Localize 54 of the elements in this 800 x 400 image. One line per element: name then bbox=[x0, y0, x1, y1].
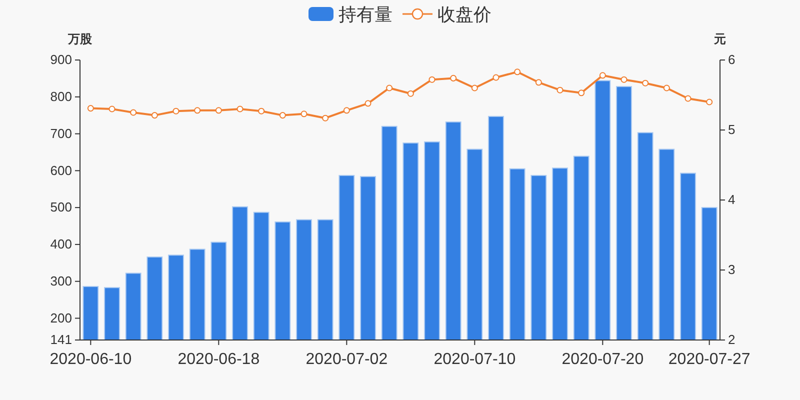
y2-tick-label: 3 bbox=[728, 262, 736, 278]
point bbox=[300, 110, 308, 118]
y-axis-title: 万股 bbox=[67, 32, 93, 46]
point bbox=[108, 106, 116, 112]
y-tick-label: 700 bbox=[50, 126, 72, 141]
point bbox=[386, 84, 393, 92]
point bbox=[364, 100, 372, 107]
point bbox=[428, 76, 436, 83]
point bbox=[236, 106, 244, 112]
y2-axis-title: 元 bbox=[713, 32, 726, 46]
y-tick-label: 400 bbox=[50, 236, 72, 252]
point bbox=[407, 90, 414, 97]
point bbox=[279, 112, 286, 119]
x-tick-label: 2020-06-18 bbox=[178, 351, 260, 368]
y2-tick-label: 6 bbox=[728, 52, 736, 68]
y2-tick-label: 4 bbox=[728, 192, 736, 208]
y-tick-label: 800 bbox=[50, 89, 72, 104]
point bbox=[620, 76, 628, 83]
point bbox=[215, 107, 222, 114]
point bbox=[599, 72, 606, 79]
y-tick-label: 900 bbox=[50, 52, 72, 68]
point bbox=[535, 79, 542, 86]
y-tick-label: 141 bbox=[50, 332, 72, 348]
point bbox=[471, 84, 478, 92]
point bbox=[172, 108, 180, 114]
point bbox=[343, 107, 350, 114]
point bbox=[663, 84, 670, 92]
point bbox=[130, 109, 137, 116]
point bbox=[450, 74, 457, 82]
legend-label: 持有量 bbox=[338, 4, 392, 26]
y-tick-label: 200 bbox=[50, 310, 72, 326]
point bbox=[556, 86, 564, 94]
point bbox=[684, 95, 692, 102]
x-tick-label: 2020-07-02 bbox=[306, 351, 388, 368]
y2-tick-label: 2 bbox=[728, 332, 736, 348]
point bbox=[322, 114, 329, 122]
point bbox=[642, 80, 649, 86]
y2-tick-label: 5 bbox=[728, 122, 736, 138]
y-tick-label: 300 bbox=[50, 274, 72, 289]
point bbox=[578, 90, 585, 96]
legend-label: 收盘价 bbox=[438, 4, 492, 26]
point bbox=[492, 74, 500, 81]
x-tick-label: 2020-07-20 bbox=[562, 351, 644, 368]
x-tick-label: 2020-07-10 bbox=[434, 351, 516, 368]
x-tick-label: 2020-07-27 bbox=[668, 351, 750, 368]
x-tick-label: 2020-06-10 bbox=[50, 351, 132, 368]
point bbox=[87, 105, 94, 112]
point bbox=[514, 68, 521, 76]
y-tick-label: 500 bbox=[50, 200, 72, 215]
point bbox=[194, 107, 201, 114]
point bbox=[258, 108, 265, 114]
point bbox=[151, 112, 158, 119]
point bbox=[706, 98, 713, 106]
y-tick-label: 600 bbox=[50, 162, 72, 178]
